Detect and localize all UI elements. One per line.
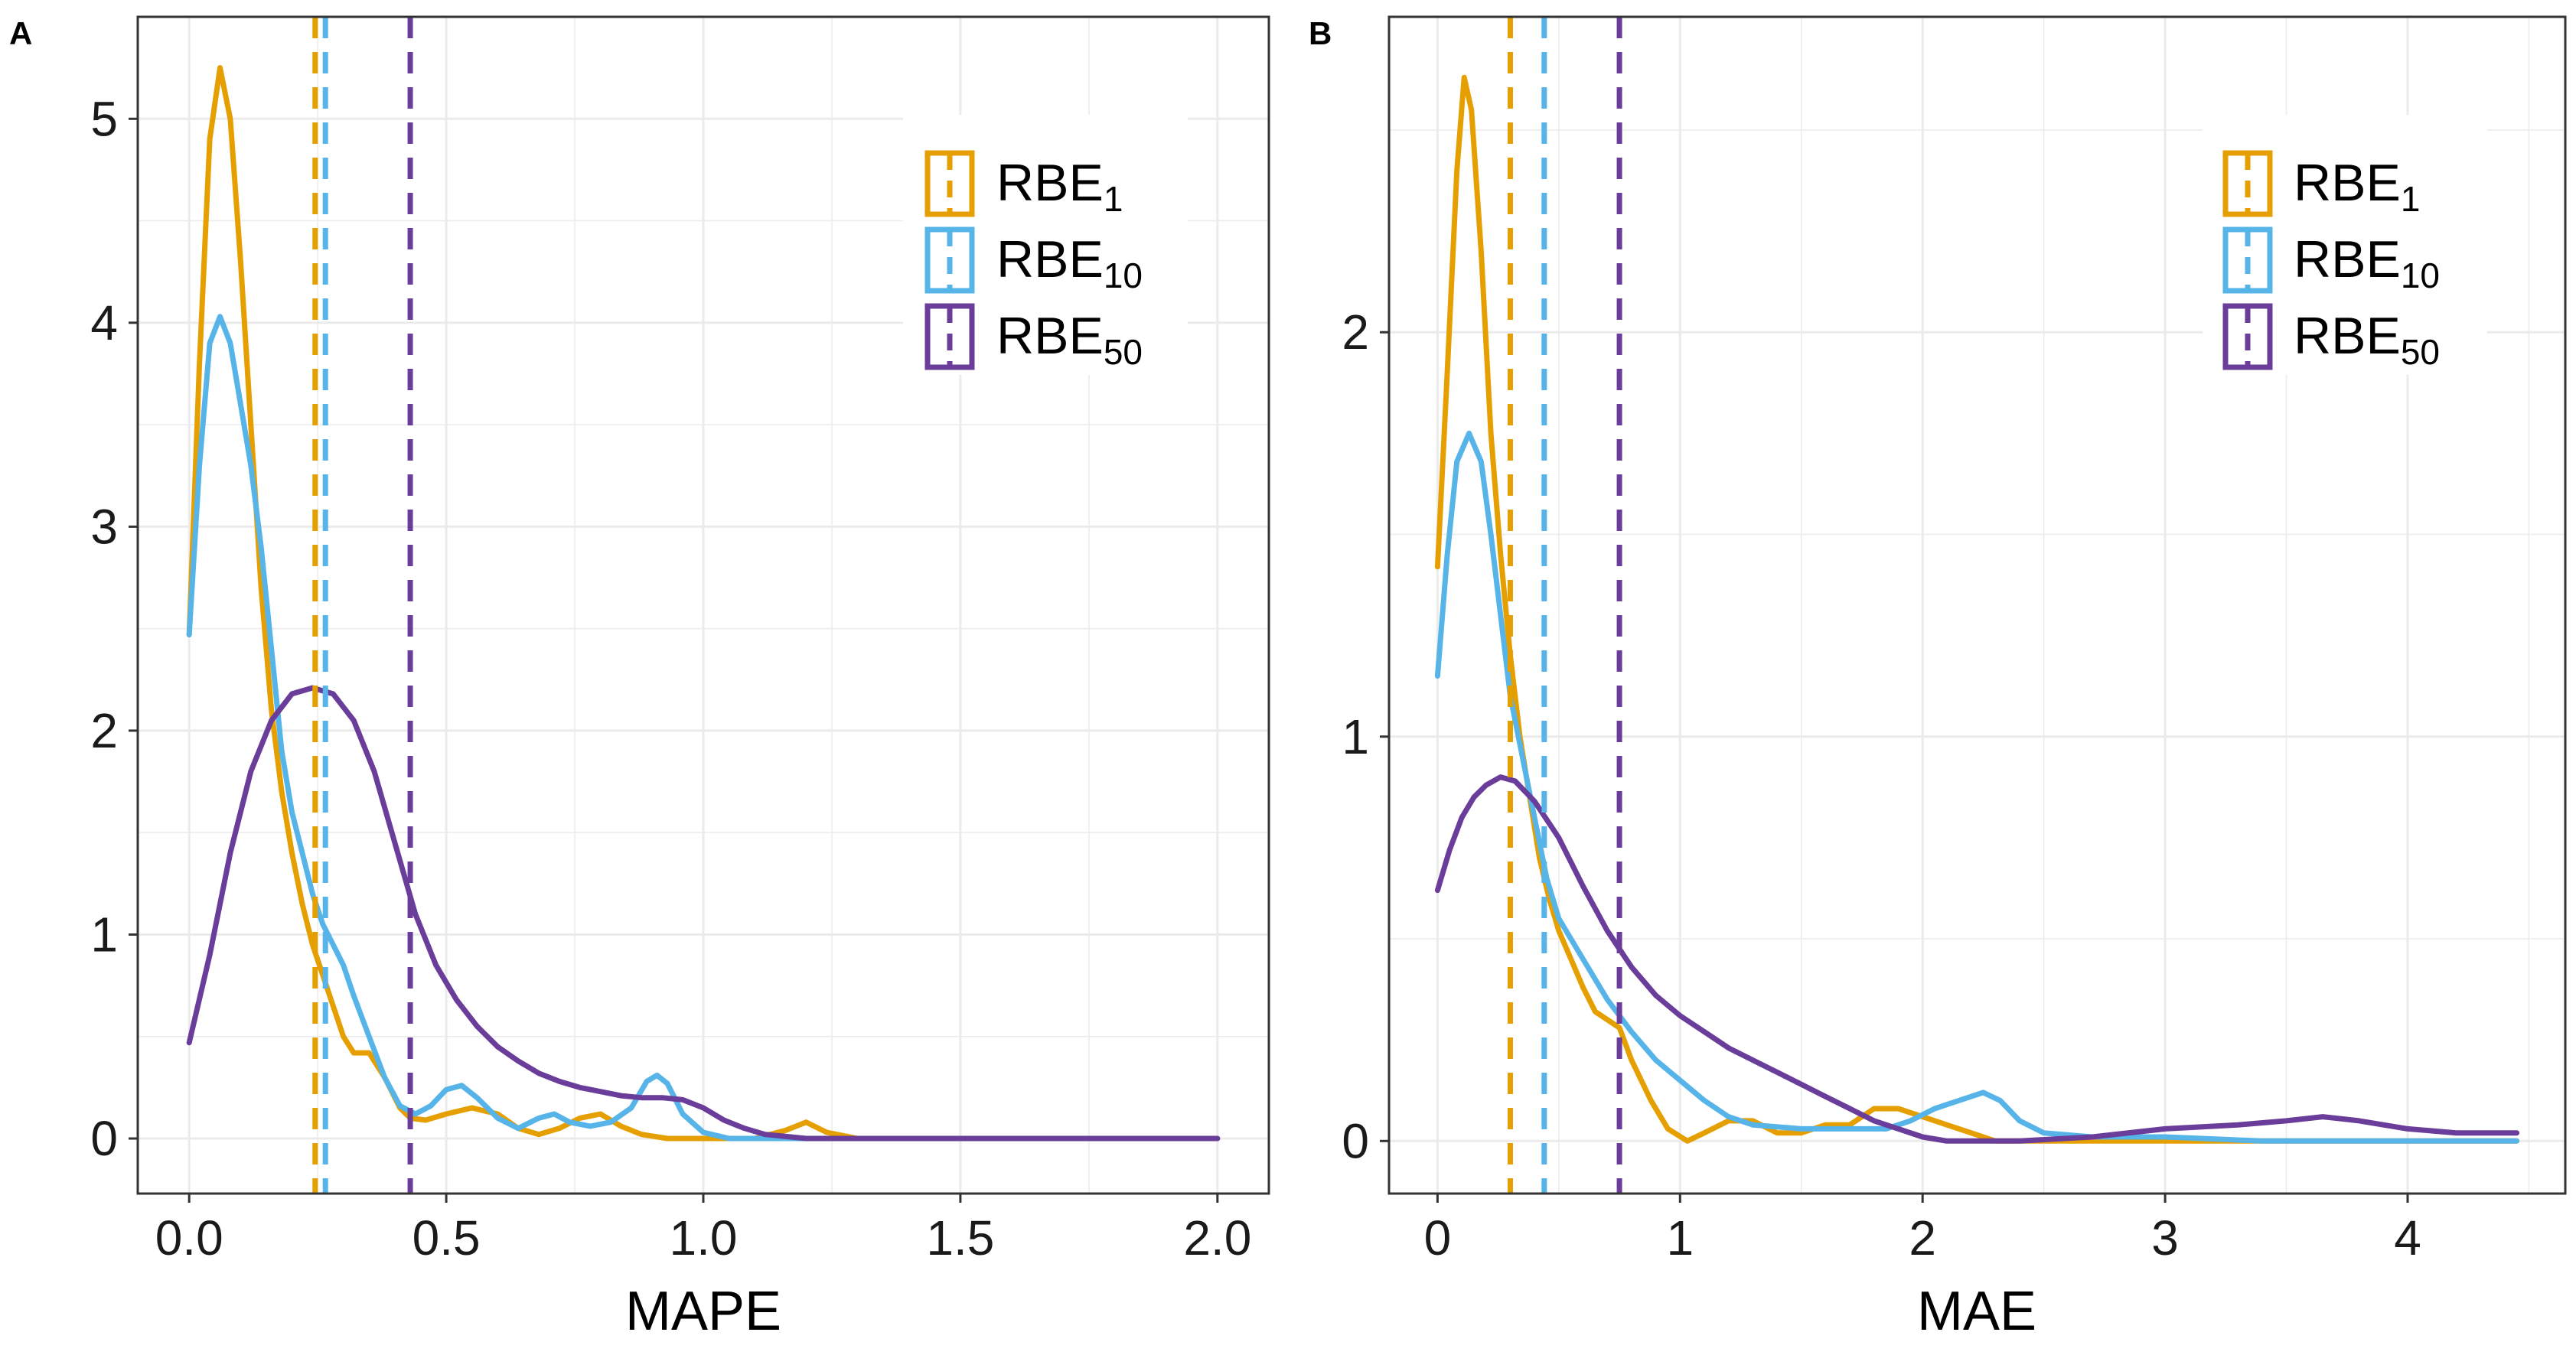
panel-a-y-tick-label: 5 — [90, 91, 118, 146]
panel-a: A 0 1 2 3 4 5 0.0 0.5 1.0 1.5 2.0 MAPE R… — [9, 15, 1270, 1342]
density-curve-rbe50 — [186, 685, 1221, 1142]
panel-a-x-tick-label: 2.0 — [1183, 1210, 1251, 1265]
panel-b-x-tick-label: 3 — [2151, 1210, 2179, 1265]
panel-a-legend-label-rbe50: RBE50 — [996, 307, 1143, 372]
panel-b-legend: RBE1 RBE10 RBE50 — [2203, 115, 2487, 375]
panel-b-y-tick-label: 2 — [1342, 305, 1369, 360]
panel-b-tag: B — [1309, 15, 1332, 51]
panel-a-x-tick-label: 0.0 — [155, 1210, 223, 1265]
panel-b-legend-keys — [2222, 150, 2273, 370]
panel-b-x-tick-label: 0 — [1424, 1210, 1452, 1265]
panel-b-legend-label-rbe1: RBE1 — [2294, 154, 2420, 219]
panel-a-x-tick-label: 0.5 — [412, 1210, 481, 1265]
panel-a-tag: A — [9, 15, 32, 51]
panel-b-legend-label-rbe10: RBE10 — [2294, 230, 2440, 295]
panel-b-y-tick-label: 1 — [1342, 709, 1369, 764]
panel-a-x-tick-labels: 0.0 0.5 1.0 1.5 2.0 — [155, 1210, 1252, 1265]
density-curve-rbe1 — [1434, 74, 2520, 1144]
panel-b-y-tick-label: 0 — [1342, 1113, 1369, 1168]
panel-a-y-tick-label: 4 — [90, 295, 118, 350]
panel-a-y-tick-label: 2 — [90, 703, 118, 758]
panel-a-y-tick-labels: 0 1 2 3 4 5 — [90, 91, 118, 1166]
panel-b-x-tick-labels: 0 1 2 3 4 — [1424, 1210, 2421, 1265]
panel-a-legend-label-rbe10: RBE10 — [996, 230, 1143, 295]
panel-b-x-tick-label: 2 — [1909, 1210, 1936, 1265]
panel-a-legend: RBE1 RBE10 RBE50 — [903, 115, 1188, 375]
panel-b-curves — [1434, 74, 2520, 1144]
density-curve-rbe50 — [1434, 774, 2520, 1144]
panel-a-y-tick-label: 1 — [90, 907, 118, 962]
panel-a-mean-lines — [312, 17, 413, 1194]
panel-a-x-axis-title: MAPE — [625, 1281, 781, 1342]
panel-a-legend-label-rbe1: RBE1 — [996, 154, 1123, 219]
panel-b-frame — [1387, 15, 2567, 1195]
panel-b-legend-label-rbe50: RBE50 — [2294, 307, 2440, 372]
panel-b: B 0 1 2 0 1 2 3 4 MAE RBE1 RBE10 RBE50 — [1309, 15, 2567, 1342]
panel-b-mean-lines — [1507, 17, 1622, 1194]
panel-b-x-tick-label: 1 — [1666, 1210, 1694, 1265]
panel-b-x-tick-label: 4 — [2394, 1210, 2421, 1265]
panel-a-legend-keys — [924, 150, 975, 370]
panel-b-y-tick-labels: 0 1 2 — [1342, 305, 1369, 1168]
panel-a-y-tick-label: 0 — [90, 1111, 118, 1166]
density-curve-rbe10 — [1434, 430, 2520, 1144]
panel-b-x-axis-title: MAE — [1917, 1281, 2036, 1342]
panel-a-x-tick-label: 1.0 — [670, 1210, 738, 1265]
panel-a-x-tick-label: 1.5 — [926, 1210, 994, 1265]
density-curve-rbe10 — [186, 314, 1221, 1142]
panel-a-y-tick-label: 3 — [90, 499, 118, 554]
